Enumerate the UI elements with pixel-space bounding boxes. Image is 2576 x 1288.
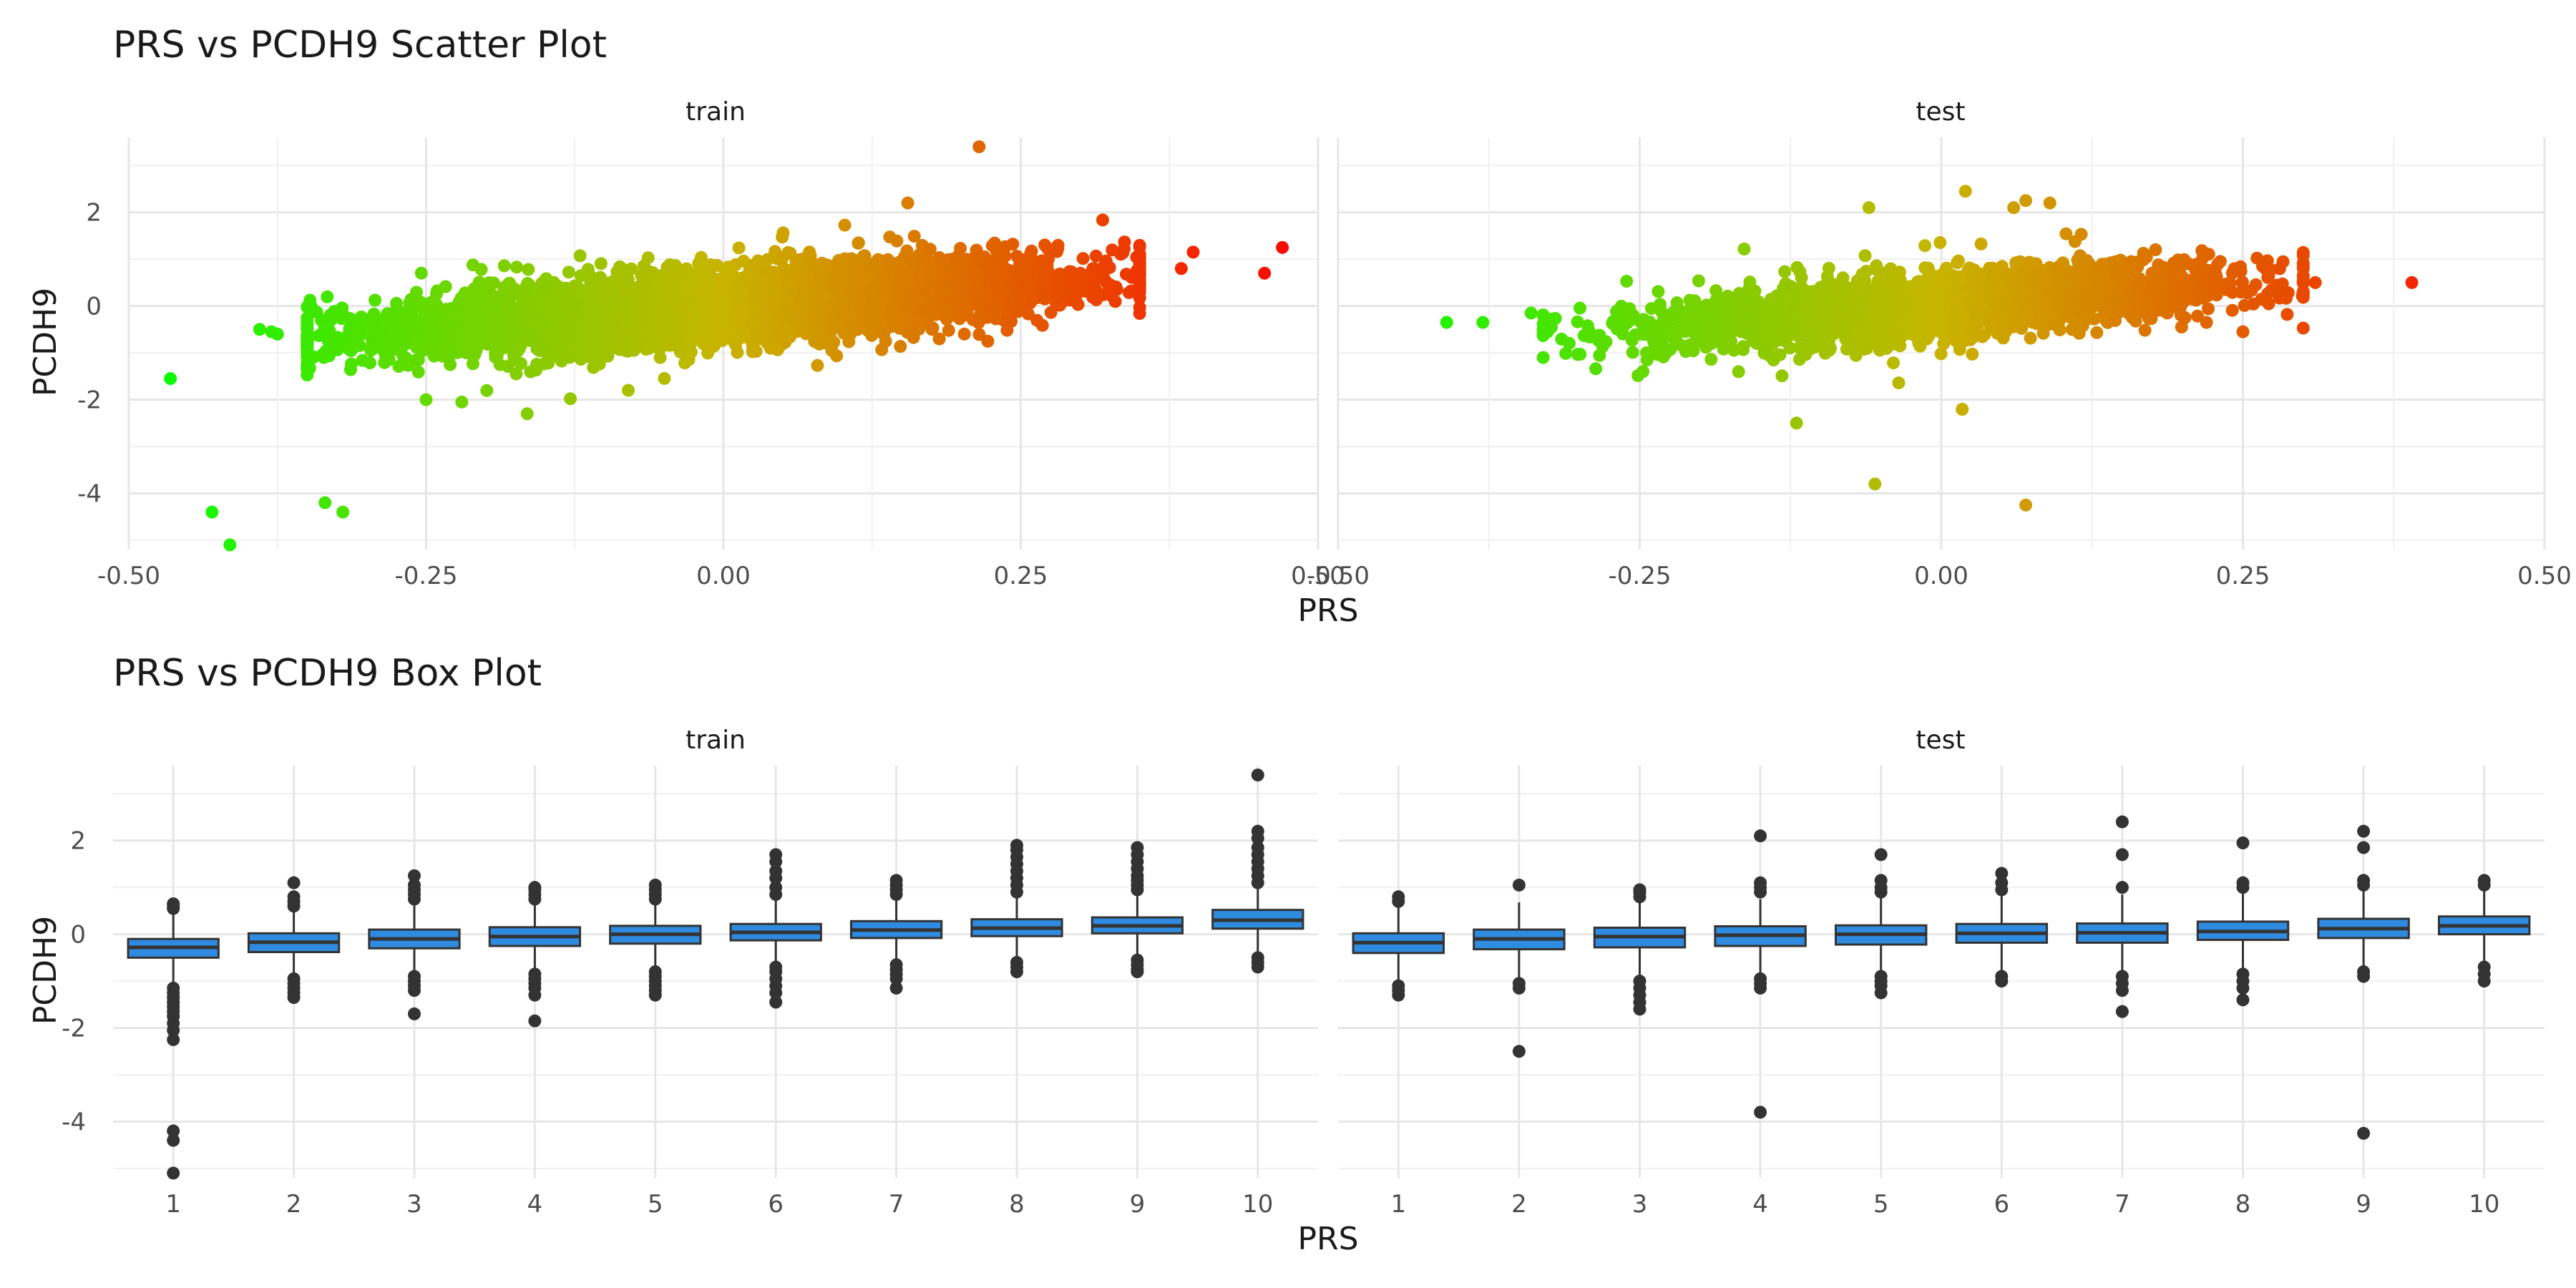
scatter-point bbox=[474, 263, 488, 276]
scatter-point bbox=[1098, 274, 1112, 288]
scatter-point bbox=[1090, 293, 1103, 306]
scatter-point bbox=[653, 351, 667, 364]
scatter-point bbox=[392, 360, 406, 373]
scatter-point bbox=[673, 345, 687, 358]
scatter-point bbox=[732, 241, 746, 255]
scatter-point bbox=[648, 268, 662, 282]
scatter-point bbox=[1021, 307, 1035, 321]
scatter-point bbox=[977, 250, 991, 263]
scatter-y-tick-label: -2 bbox=[77, 386, 102, 415]
scatter-point bbox=[746, 345, 759, 358]
scatter-point bbox=[356, 311, 370, 325]
scatter-point bbox=[430, 287, 443, 301]
scatter-y-tick-label: 0 bbox=[86, 293, 102, 321]
scatter-point bbox=[487, 276, 500, 290]
scatter-point bbox=[444, 358, 457, 371]
scatter-point bbox=[776, 226, 790, 240]
scatter-point bbox=[344, 357, 358, 371]
scatter-x-tick-label: -0.50 bbox=[97, 562, 160, 590]
scatter-point bbox=[954, 242, 967, 255]
scatter-point bbox=[418, 311, 431, 325]
scatter-x-tick-label: 0.50 bbox=[1291, 562, 1345, 590]
scatter-point bbox=[658, 371, 671, 385]
scatter-point bbox=[1105, 289, 1118, 303]
scatter-point bbox=[335, 312, 348, 326]
scatter-points-train bbox=[164, 140, 1289, 552]
scatter-point bbox=[369, 293, 382, 307]
scatter-point bbox=[972, 328, 986, 341]
scatter-point bbox=[417, 302, 431, 316]
scatter-point bbox=[1133, 301, 1146, 314]
scatter-point bbox=[985, 239, 999, 253]
scatter-point bbox=[510, 260, 523, 274]
scatter-point bbox=[1044, 306, 1058, 319]
scatter-point bbox=[811, 358, 824, 372]
scatter-point bbox=[932, 332, 946, 346]
scatter-point bbox=[825, 343, 839, 357]
scatter-point bbox=[1038, 292, 1052, 306]
scatter-point bbox=[615, 262, 629, 275]
scatter-point bbox=[594, 257, 608, 270]
scatter-point bbox=[301, 369, 314, 382]
scatter-y-tick-label: 2 bbox=[86, 199, 102, 228]
scatter-point bbox=[414, 266, 428, 280]
scatter-point bbox=[403, 296, 416, 310]
scatter-point bbox=[439, 280, 452, 293]
scatter-point bbox=[625, 262, 638, 275]
scatter-point bbox=[998, 240, 1012, 253]
scatter-point bbox=[981, 334, 995, 348]
scatter-point bbox=[411, 353, 425, 366]
scatter-point bbox=[852, 236, 865, 250]
scatter-panel-train: -0.50 -0.25 0.00 0.25 0.50 2 0 -2 -4 bbox=[77, 137, 1345, 590]
scatter-x-tick-label: 0.00 bbox=[696, 562, 751, 590]
scatter-point bbox=[803, 245, 816, 259]
scatter-y-tick-label: -4 bbox=[77, 479, 102, 508]
scatter-point bbox=[1096, 213, 1109, 227]
scatter-point bbox=[1106, 243, 1119, 257]
scatter-point bbox=[991, 254, 1005, 268]
scatter-point bbox=[562, 265, 575, 279]
scatter-point bbox=[573, 249, 587, 263]
scatter-point bbox=[685, 346, 698, 359]
scatter-point bbox=[364, 356, 376, 370]
scatter-point bbox=[509, 367, 523, 381]
scatter-point bbox=[564, 392, 577, 406]
scatter-point bbox=[1035, 318, 1049, 332]
scatter-point bbox=[879, 334, 892, 348]
scatter-point bbox=[907, 230, 921, 243]
scatter-point bbox=[1076, 252, 1090, 265]
scatter-point bbox=[737, 254, 751, 268]
scatter-point bbox=[942, 323, 955, 337]
scatter-point bbox=[542, 356, 555, 370]
scatter-point bbox=[1099, 254, 1113, 268]
scatter-point bbox=[465, 346, 479, 359]
scatter-point bbox=[1118, 242, 1131, 255]
scatter-point bbox=[480, 384, 494, 397]
scatter-x-tick-label: 0.25 bbox=[994, 562, 1048, 590]
scatter-title: PRS vs PCDH9 Scatter Plot bbox=[113, 24, 607, 67]
scatter-point bbox=[694, 250, 708, 264]
scatter-point bbox=[316, 348, 329, 361]
scatter-x-tick-label: -0.25 bbox=[395, 562, 458, 590]
scatter-point bbox=[838, 218, 852, 232]
scatter-point bbox=[1089, 249, 1103, 263]
scatter-point bbox=[303, 293, 317, 307]
scatter-point bbox=[678, 356, 692, 370]
